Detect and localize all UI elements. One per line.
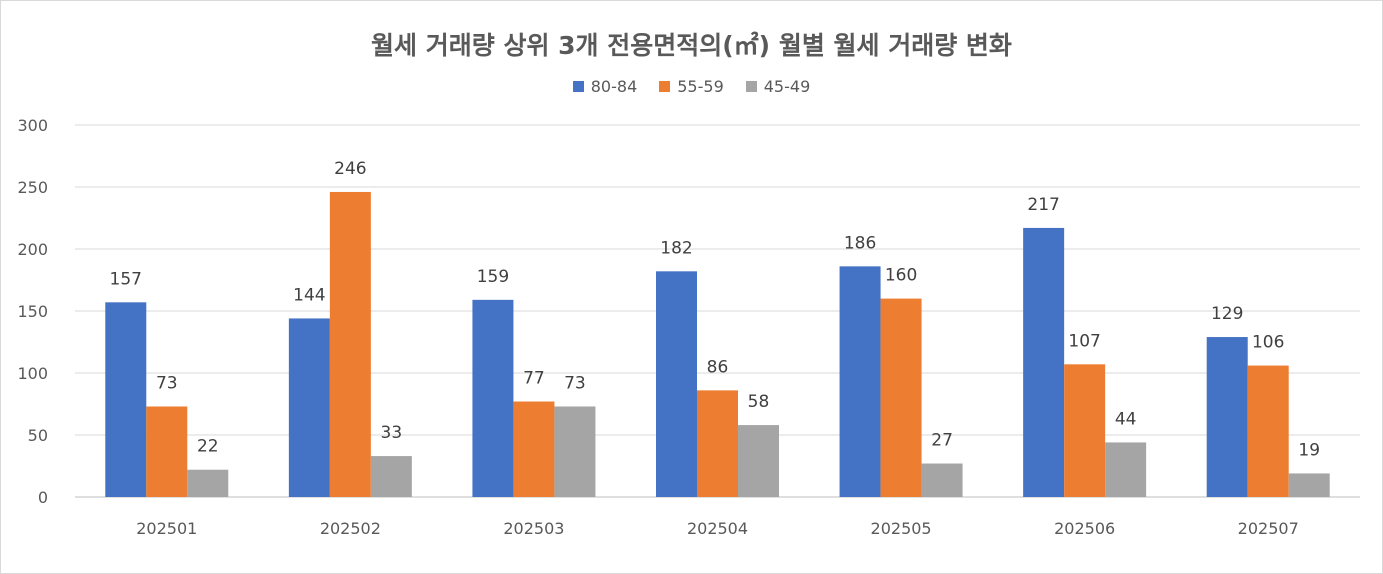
bar bbox=[329, 191, 371, 497]
x-tick-label: 202501 bbox=[136, 519, 197, 538]
data-label: 129 bbox=[1211, 304, 1243, 324]
data-label: 22 bbox=[197, 437, 219, 457]
x-tick-label: 202504 bbox=[687, 519, 748, 538]
y-tick-label: 250 bbox=[17, 178, 48, 197]
bar bbox=[554, 406, 596, 497]
bar bbox=[656, 271, 697, 497]
legend-item: 55-59 bbox=[659, 77, 724, 96]
bar bbox=[370, 456, 412, 497]
bar bbox=[513, 401, 555, 497]
data-label: 27 bbox=[931, 431, 953, 451]
data-label: 246 bbox=[334, 159, 366, 179]
data-label: 217 bbox=[1027, 195, 1059, 215]
x-tick-label: 202502 bbox=[320, 519, 381, 538]
bar bbox=[187, 469, 229, 497]
legend-label: 45-49 bbox=[763, 77, 811, 96]
data-label: 33 bbox=[381, 423, 403, 443]
legend-item: 80-84 bbox=[572, 77, 638, 96]
bar bbox=[288, 318, 330, 497]
x-tick-label: 202505 bbox=[871, 519, 932, 538]
data-label: 144 bbox=[293, 285, 325, 305]
legend-swatch bbox=[745, 81, 757, 92]
legend-label: 55-59 bbox=[677, 77, 724, 96]
data-label: 160 bbox=[885, 266, 917, 286]
x-tick-label: 202507 bbox=[1238, 519, 1299, 538]
legend-swatch bbox=[659, 81, 671, 92]
data-label: 73 bbox=[564, 373, 586, 393]
x-tick-label: 202503 bbox=[503, 519, 564, 538]
data-label: 73 bbox=[156, 373, 178, 393]
bar bbox=[880, 298, 922, 497]
bar bbox=[1105, 442, 1147, 497]
data-label: 19 bbox=[1298, 440, 1320, 460]
data-label: 58 bbox=[748, 392, 770, 412]
y-tick-label: 100 bbox=[17, 364, 48, 383]
data-label: 106 bbox=[1252, 333, 1284, 353]
bar bbox=[1064, 364, 1106, 497]
data-label: 107 bbox=[1068, 331, 1100, 351]
data-label: 159 bbox=[477, 267, 509, 287]
legend: 80-84 55-59 45-49 bbox=[0, 77, 1383, 96]
y-tick-label: 0 bbox=[38, 488, 48, 507]
y-tick-label: 300 bbox=[17, 116, 48, 135]
bar bbox=[105, 302, 147, 497]
bar bbox=[1023, 227, 1065, 498]
bar bbox=[146, 406, 188, 497]
data-label: 77 bbox=[523, 369, 545, 389]
bar bbox=[738, 425, 779, 497]
y-tick-label: 50 bbox=[28, 426, 48, 445]
bar bbox=[1288, 473, 1330, 497]
bar bbox=[1206, 337, 1248, 497]
data-label: 186 bbox=[844, 233, 876, 253]
legend-label: 80-84 bbox=[590, 77, 638, 96]
legend-item: 45-49 bbox=[745, 77, 811, 96]
bar bbox=[839, 266, 881, 497]
y-tick-label: 200 bbox=[17, 240, 48, 259]
data-label: 44 bbox=[1115, 409, 1137, 429]
x-tick-label: 202506 bbox=[1054, 519, 1115, 538]
y-tick-label: 150 bbox=[17, 302, 48, 321]
legend-swatch bbox=[572, 81, 584, 92]
data-label: 182 bbox=[660, 238, 692, 258]
bar bbox=[1247, 365, 1289, 497]
bar bbox=[472, 299, 514, 497]
data-label: 86 bbox=[707, 357, 729, 377]
bar bbox=[697, 390, 738, 497]
data-label: 157 bbox=[110, 269, 142, 289]
bar bbox=[921, 463, 963, 497]
chart-title: 월세 거래량 상위 3개 전용면적의(㎡) 월별 월세 거래량 변화 bbox=[371, 31, 1012, 60]
